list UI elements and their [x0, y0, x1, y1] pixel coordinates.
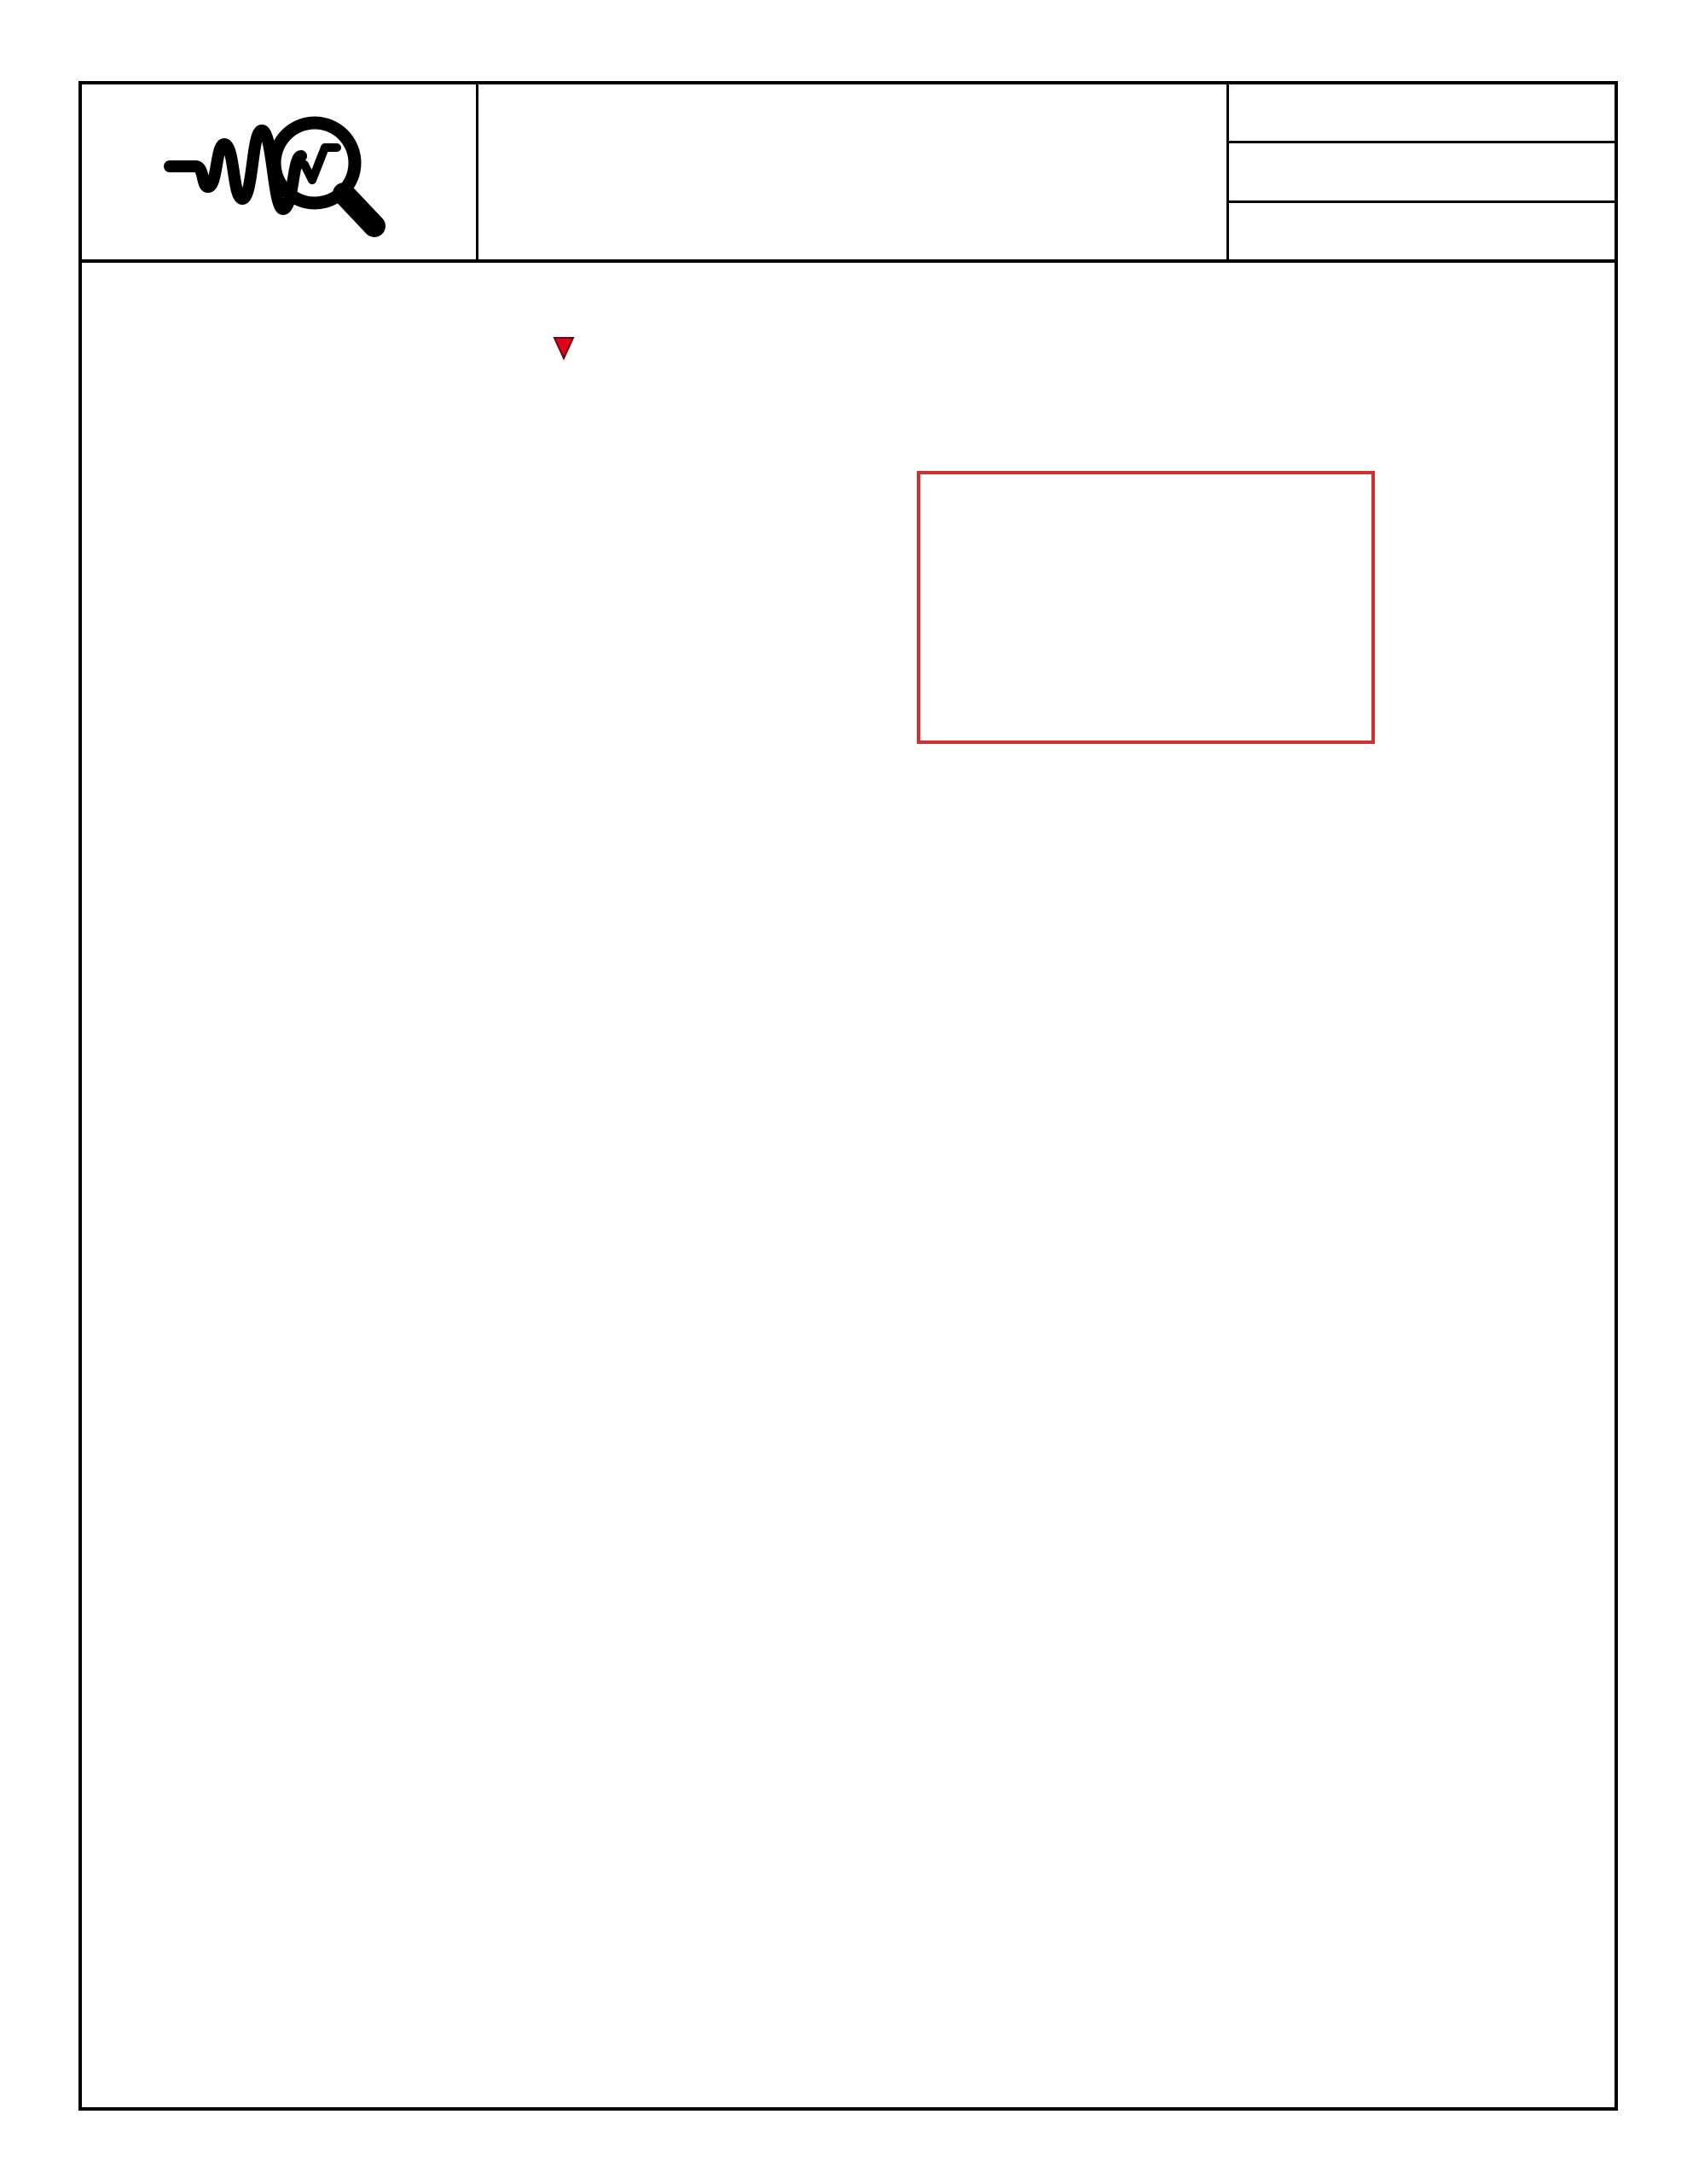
- header-fields: [1226, 84, 1615, 259]
- report-header: [78, 81, 1618, 263]
- waveform-magnifier-icon: [164, 116, 386, 237]
- company-cell: [478, 84, 1226, 259]
- voltage-legend: [205, 1025, 1584, 1058]
- current-waveform-chart: [81, 1058, 1601, 1708]
- field-issued-by: [1229, 143, 1615, 203]
- direction-row: [0, 2058, 1687, 2063]
- field-filename: [1229, 203, 1615, 259]
- annotation-callout: [917, 471, 1375, 744]
- direction-label-badge: [820, 2058, 837, 2063]
- time-axis: [81, 1747, 1601, 1790]
- event-marker-icon: [553, 337, 575, 361]
- direction-value-badge: [850, 2058, 867, 2063]
- current-legend: [205, 1709, 1584, 1741]
- field-date: [1229, 84, 1615, 144]
- logo-cell: [82, 84, 478, 259]
